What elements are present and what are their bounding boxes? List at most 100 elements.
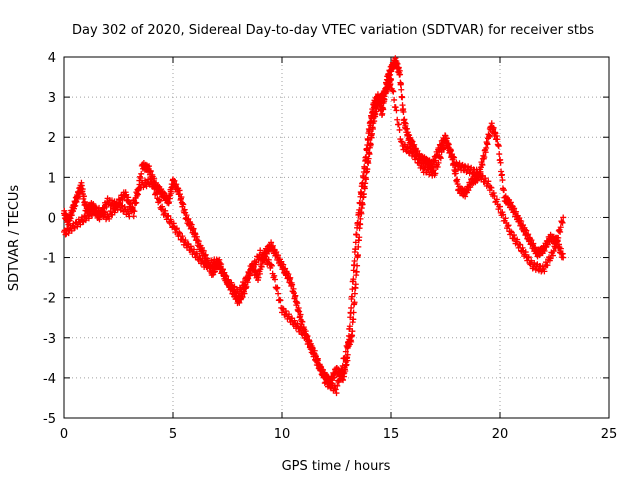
data-point (96, 204, 103, 211)
data-point (416, 156, 423, 163)
data-point (129, 204, 136, 211)
x-tick-label: 25 (601, 427, 618, 442)
data-point (442, 136, 449, 143)
data-point (398, 86, 405, 93)
y-tick-label: -4 (43, 372, 56, 387)
data-point (152, 190, 159, 197)
data-point (542, 259, 549, 266)
data-point (495, 143, 502, 150)
x-axis-label: GPS time / hours (282, 459, 391, 474)
data-point (279, 305, 286, 312)
data-point (275, 290, 282, 297)
data-point (332, 386, 339, 393)
data-point (334, 382, 341, 389)
data-point (265, 256, 272, 263)
data-point (389, 87, 396, 94)
axis-ticks: 0 5 10 15 20 25 -5 -4 -3 -2 -1 0 1 2 3 4 (43, 51, 617, 442)
data-point (549, 252, 556, 259)
data-point (402, 120, 409, 127)
data-point (360, 191, 367, 198)
data-point (77, 221, 84, 228)
data-point (296, 308, 303, 315)
data-point (126, 213, 133, 220)
data-point (296, 325, 303, 332)
data-point (374, 102, 381, 109)
data-point (98, 208, 105, 215)
data-point (369, 125, 376, 132)
data-point (393, 107, 400, 114)
data-point (173, 226, 180, 233)
data-point (306, 337, 313, 344)
data-point (560, 214, 567, 221)
data-point (274, 284, 281, 291)
data-point (178, 194, 185, 201)
data-point (62, 231, 69, 238)
data-point (269, 242, 276, 249)
data-point (363, 176, 370, 183)
data-point (557, 224, 564, 231)
data-point (138, 170, 145, 177)
data-point (131, 199, 138, 206)
x-tick-label: 10 (274, 427, 291, 442)
plot-frame (63, 56, 610, 419)
data-point (268, 261, 275, 268)
data-point (277, 297, 284, 304)
data-point (517, 241, 524, 248)
data-point (312, 352, 319, 359)
data-point (248, 263, 255, 270)
data-point (396, 126, 403, 133)
data-point (412, 152, 419, 159)
data-point (351, 290, 358, 297)
data-point (170, 220, 177, 227)
x-tick-label: 0 (60, 427, 68, 442)
data-point (354, 252, 361, 259)
data-point (199, 255, 206, 262)
data-point (447, 147, 454, 154)
data-point (352, 281, 359, 288)
data-point (273, 285, 280, 292)
data-point (354, 262, 361, 269)
data-point (247, 272, 254, 279)
data-point (271, 272, 278, 279)
data-point (505, 222, 512, 229)
data-point (348, 304, 355, 311)
data-point (399, 94, 406, 101)
data-point (348, 338, 355, 345)
data-point (371, 118, 378, 125)
data-point (430, 167, 437, 174)
data-marks (61, 55, 567, 397)
data-point (365, 137, 372, 144)
data-point (391, 96, 398, 103)
data-point (147, 168, 154, 175)
data-point (519, 244, 526, 251)
data-point (165, 212, 172, 219)
data-point (481, 154, 488, 161)
data-point (364, 166, 371, 173)
data-point (353, 268, 360, 275)
data-point (250, 266, 257, 273)
y-tick-label: 0 (48, 211, 56, 226)
data-point (499, 171, 506, 178)
data-point (303, 331, 310, 338)
data-point (299, 318, 306, 325)
data-point (292, 292, 299, 299)
data-point (132, 194, 139, 201)
data-point (395, 64, 402, 71)
data-point (450, 153, 457, 160)
data-point (342, 348, 349, 355)
data-point (394, 116, 401, 123)
data-point (350, 276, 357, 283)
data-point (65, 230, 72, 237)
data-point (497, 159, 504, 166)
data-point (305, 338, 312, 345)
data-point (349, 328, 356, 335)
data-point (366, 151, 373, 158)
chart-title: Day 302 of 2020, Sidereal Day-to-day VTE… (72, 23, 594, 38)
y-tick-label: -2 (43, 292, 56, 307)
data-point (145, 180, 152, 187)
data-point (96, 216, 103, 223)
data-point (560, 254, 567, 261)
data-point (294, 320, 301, 327)
data-point (544, 262, 551, 269)
data-point (213, 256, 220, 263)
